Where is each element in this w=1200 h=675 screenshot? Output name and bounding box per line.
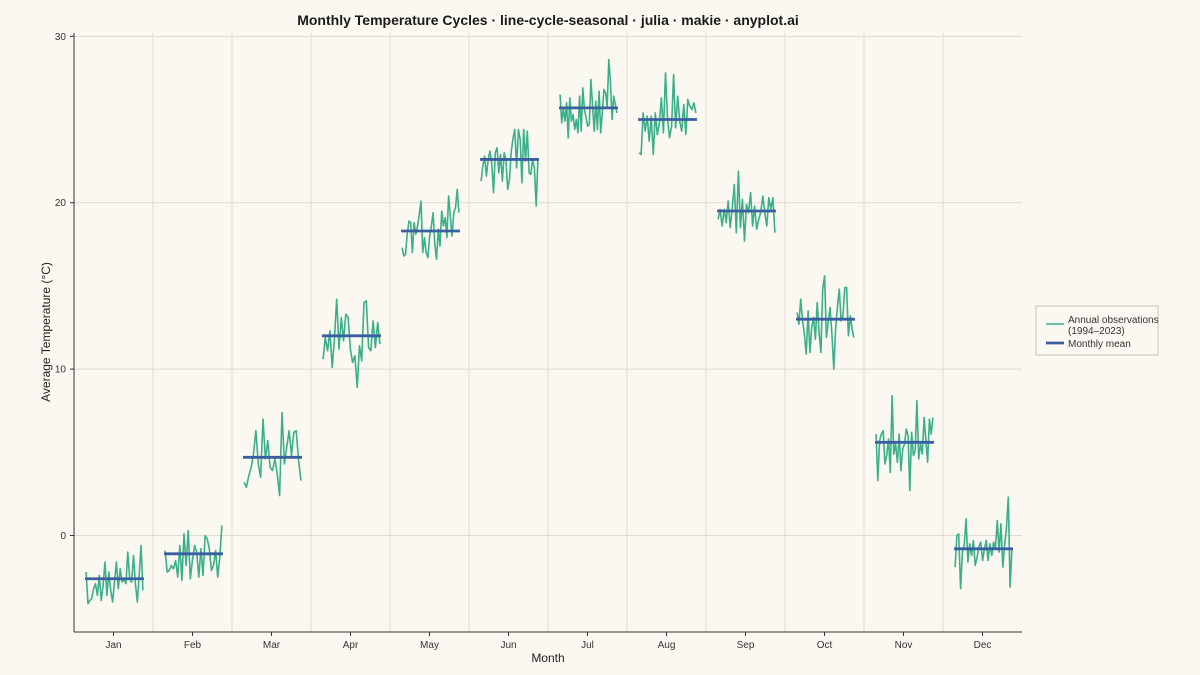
observation-line-sep	[717, 170, 776, 242]
y-tick-label: 30	[55, 32, 67, 43]
y-axis-label: Average Temperature (°C)	[39, 262, 53, 402]
observation-line-apr	[322, 298, 381, 389]
grid	[74, 33, 1022, 632]
x-axis-label: Month	[531, 651, 564, 665]
x-tick-label: May	[420, 640, 439, 651]
x-tick-label: Aug	[658, 640, 676, 651]
x-tick-label: Sep	[737, 640, 755, 651]
observation-line-oct	[796, 275, 855, 370]
x-tick-label: Dec	[974, 640, 992, 651]
observation-line-aug	[638, 72, 697, 156]
legend-label-mean: Monthly mean	[1068, 339, 1131, 350]
observation-line-mar	[243, 411, 302, 497]
y-tick-label: 0	[60, 531, 66, 542]
observation-line-jun	[480, 128, 539, 207]
x-tick-label: Jan	[105, 640, 121, 651]
x-tick-label: Jul	[581, 640, 594, 651]
observation-line-jul	[559, 58, 618, 139]
y-tick-label: 20	[55, 198, 67, 209]
observation-line-jan	[85, 544, 144, 605]
x-tick-label: Mar	[263, 640, 281, 651]
x-tick-label: Jun	[500, 640, 516, 651]
observation-line-dec	[954, 496, 1013, 590]
observation-line-nov	[875, 394, 934, 492]
legend: Annual observations (1994–2023) Monthly …	[1035, 305, 1161, 356]
observation-line-may	[401, 188, 460, 261]
chart-title: Monthly Temperature Cycles · line-cycle-…	[297, 12, 799, 28]
x-tick-label: Oct	[817, 640, 833, 651]
legend-box	[1035, 305, 1159, 356]
plot-area	[85, 58, 1013, 605]
x-tick-label: Feb	[184, 640, 202, 651]
legend-label-observations: Annual observations (1994–2023)	[1068, 315, 1161, 337]
x-tick-label: Apr	[343, 640, 359, 651]
y-tick-label: 10	[55, 365, 67, 376]
y-axis: 0 10 20 30	[55, 32, 74, 542]
x-axis: Jan Feb Mar Apr May Jun Jul Aug Sep Oct Nov Dec	[105, 632, 991, 651]
x-tick-label: Nov	[895, 640, 913, 651]
